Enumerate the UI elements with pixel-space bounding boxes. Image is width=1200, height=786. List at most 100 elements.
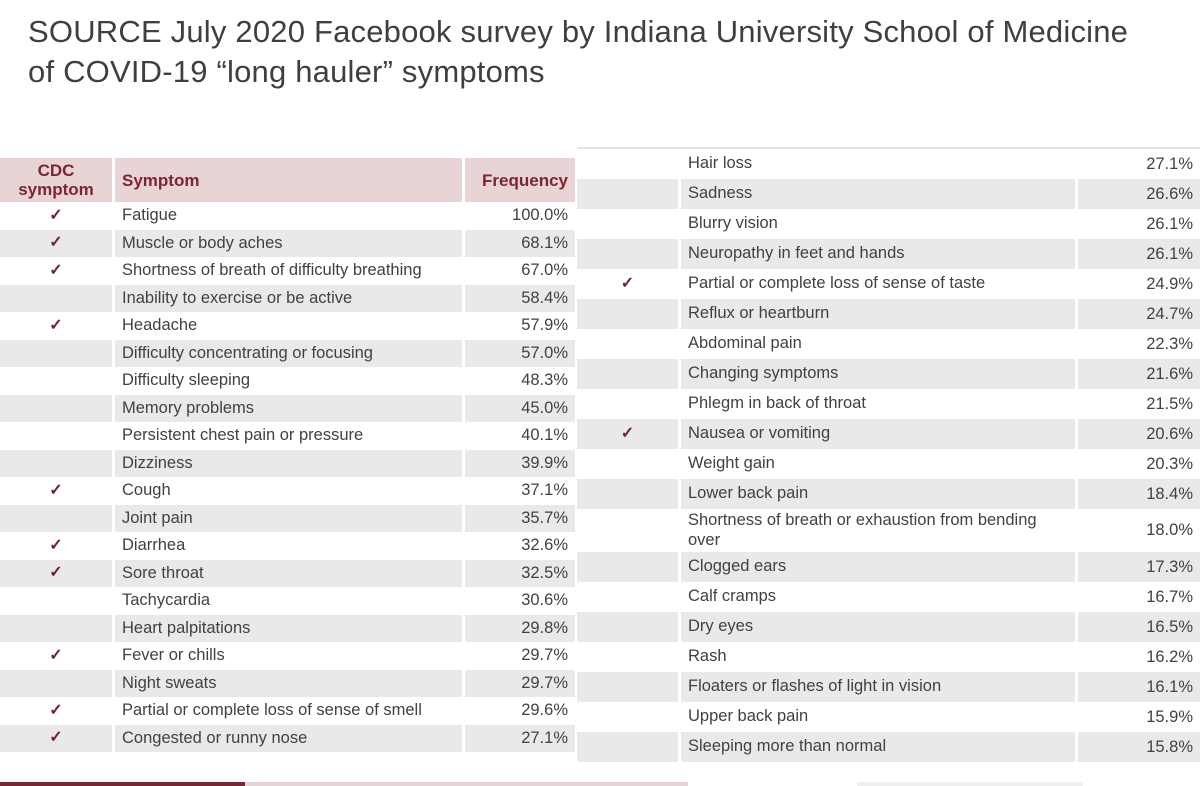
- cdc-check-cell: ✓: [0, 284, 112, 312]
- frequency-cell: 27.1%: [1078, 149, 1200, 179]
- cdc-check-cell: ✓: [0, 477, 112, 505]
- table-header: CDC symptom Symptom Frequency: [0, 158, 575, 202]
- symptom-cell: Heart palpitations: [115, 614, 462, 642]
- table-row: ✓ Cough 37.1%: [0, 477, 575, 505]
- table-row: ✓ Weight gain 20.3%: [577, 449, 1200, 479]
- frequency-cell: 35.7%: [465, 504, 575, 532]
- frequency-cell: 18.0%: [1078, 509, 1200, 552]
- cdc-check-cell: ✓: [577, 509, 678, 552]
- symptom-table-left: CDC symptom Symptom Frequency ✓ Fatigue …: [0, 158, 575, 752]
- table-row: ✓ Partial or complete loss of sense of t…: [577, 269, 1200, 299]
- frequency-cell: 48.3%: [465, 367, 575, 395]
- frequency-cell: 40.1%: [465, 422, 575, 450]
- table-row: ✓ Partial or complete loss of sense of s…: [0, 697, 575, 725]
- frequency-cell: 32.6%: [465, 532, 575, 560]
- symptom-cell: Persistent chest pain or pressure: [115, 422, 462, 450]
- cdc-check-cell: ✓: [0, 697, 112, 725]
- frequency-cell: 27.1%: [465, 724, 575, 752]
- frequency-cell: 29.7%: [465, 669, 575, 697]
- cdc-check-cell: ✓: [577, 732, 678, 762]
- frequency-cell: 57.0%: [465, 339, 575, 367]
- frequency-cell: 15.8%: [1078, 732, 1200, 762]
- frequency-cell: 26.1%: [1078, 239, 1200, 269]
- table-row: ✓ Nausea or vomiting 20.6%: [577, 419, 1200, 449]
- cdc-check-cell: ✓: [0, 367, 112, 395]
- check-icon: ✓: [49, 234, 63, 252]
- frequency-cell: 15.9%: [1078, 702, 1200, 732]
- symptom-cell: Nausea or vomiting: [681, 419, 1075, 449]
- table-row: ✓ Night sweats 29.7%: [0, 669, 575, 697]
- table-row: ✓ Upper back pain 15.9%: [577, 702, 1200, 732]
- frequency-cell: 30.6%: [465, 587, 575, 615]
- frequency-cell: 22.3%: [1078, 329, 1200, 359]
- cdc-check-cell: ✓: [0, 312, 112, 340]
- symptom-cell: Sleeping more than normal: [681, 732, 1075, 762]
- table-row: ✓ Memory problems 45.0%: [0, 394, 575, 422]
- frequency-cell: 68.1%: [465, 229, 575, 257]
- cdc-check-cell: ✓: [0, 532, 112, 560]
- cdc-check-cell: ✓: [577, 149, 678, 179]
- symptom-cell: Rash: [681, 642, 1075, 672]
- symptom-cell: Memory problems: [115, 394, 462, 422]
- table-row: ✓ Sadness 26.6%: [577, 179, 1200, 209]
- symptom-cell: Dizziness: [115, 449, 462, 477]
- table-row: ✓ Diarrhea 32.6%: [0, 532, 575, 560]
- symptom-cell: Fatigue: [115, 202, 462, 230]
- check-icon: ✓: [49, 646, 63, 664]
- symptom-cell: Muscle or body aches: [115, 229, 462, 257]
- frequency-cell: 20.3%: [1078, 449, 1200, 479]
- symptom-cell: Sore throat: [115, 559, 462, 587]
- cdc-check-cell: ✓: [0, 587, 112, 615]
- page-title: SOURCE July 2020 Facebook survey by Indi…: [28, 14, 1129, 89]
- cdc-check-cell: ✓: [577, 359, 678, 389]
- cdc-check-cell: ✓: [577, 419, 678, 449]
- symptom-table-right: ✓ Hair loss 27.1% ✓ Sadness 26.6% ✓ Blur…: [577, 147, 1200, 762]
- symptom-cell: Weight gain: [681, 449, 1075, 479]
- frequency-cell: 17.3%: [1078, 552, 1200, 582]
- frequency-cell: 37.1%: [465, 477, 575, 505]
- table-row: ✓ Floaters or flashes of light in vision…: [577, 672, 1200, 702]
- table-row: ✓ Joint pain 35.7%: [0, 504, 575, 532]
- table-rows-right: ✓ Hair loss 27.1% ✓ Sadness 26.6% ✓ Blur…: [577, 149, 1200, 762]
- check-icon: ✓: [620, 425, 635, 442]
- header-frequency: Frequency: [465, 158, 575, 202]
- table-row: ✓ Shortness of breath or exhaustion from…: [577, 509, 1200, 552]
- header-symptom: Symptom: [115, 158, 462, 202]
- check-icon: ✓: [620, 275, 635, 292]
- cdc-check-cell: ✓: [577, 389, 678, 419]
- cdc-check-cell: ✓: [577, 449, 678, 479]
- table-row: ✓ Lower back pain 18.4%: [577, 479, 1200, 509]
- frequency-cell: 16.5%: [1078, 612, 1200, 642]
- cdc-check-cell: ✓: [0, 394, 112, 422]
- cdc-check-cell: ✓: [0, 202, 112, 230]
- symptom-cell: Reflux or heartburn: [681, 299, 1075, 329]
- cdc-check-cell: ✓: [0, 504, 112, 532]
- check-icon: ✓: [49, 316, 63, 334]
- frequency-cell: 39.9%: [465, 449, 575, 477]
- table-row: ✓ Congested or runny nose 27.1%: [0, 724, 575, 752]
- frequency-cell: 21.6%: [1078, 359, 1200, 389]
- symptom-cell: Neuropathy in feet and hands: [681, 239, 1075, 269]
- table-rows-left: ✓ Fatigue 100.0% ✓ Muscle or body aches …: [0, 202, 575, 752]
- frequency-cell: 57.9%: [465, 312, 575, 340]
- frequency-cell: 16.2%: [1078, 642, 1200, 672]
- symptom-cell: Congested or runny nose: [115, 724, 462, 752]
- symptom-cell: Partial or complete loss of sense of sme…: [115, 697, 462, 725]
- header-cdc-symptom-label: CDC symptom: [18, 161, 94, 199]
- cdc-check-cell: ✓: [0, 614, 112, 642]
- check-icon: ✓: [49, 481, 63, 499]
- cdc-check-cell: ✓: [0, 339, 112, 367]
- cdc-check-cell: ✓: [0, 724, 112, 752]
- table-row: ✓ Sleeping more than normal 15.8%: [577, 732, 1200, 762]
- symptom-cell: Cough: [115, 477, 462, 505]
- cdc-check-cell: ✓: [577, 642, 678, 672]
- symptom-cell: Diarrhea: [115, 532, 462, 560]
- cdc-check-cell: ✓: [577, 209, 678, 239]
- symptom-cell: Floaters or flashes of light in vision: [681, 672, 1075, 702]
- symptom-cell: Fever or chills: [115, 642, 462, 670]
- table-row: ✓ Sore throat 32.5%: [0, 559, 575, 587]
- cdc-check-cell: ✓: [577, 329, 678, 359]
- table-row: ✓ Dizziness 39.9%: [0, 449, 575, 477]
- symptom-cell: Changing symptoms: [681, 359, 1075, 389]
- cdc-check-cell: ✓: [0, 422, 112, 450]
